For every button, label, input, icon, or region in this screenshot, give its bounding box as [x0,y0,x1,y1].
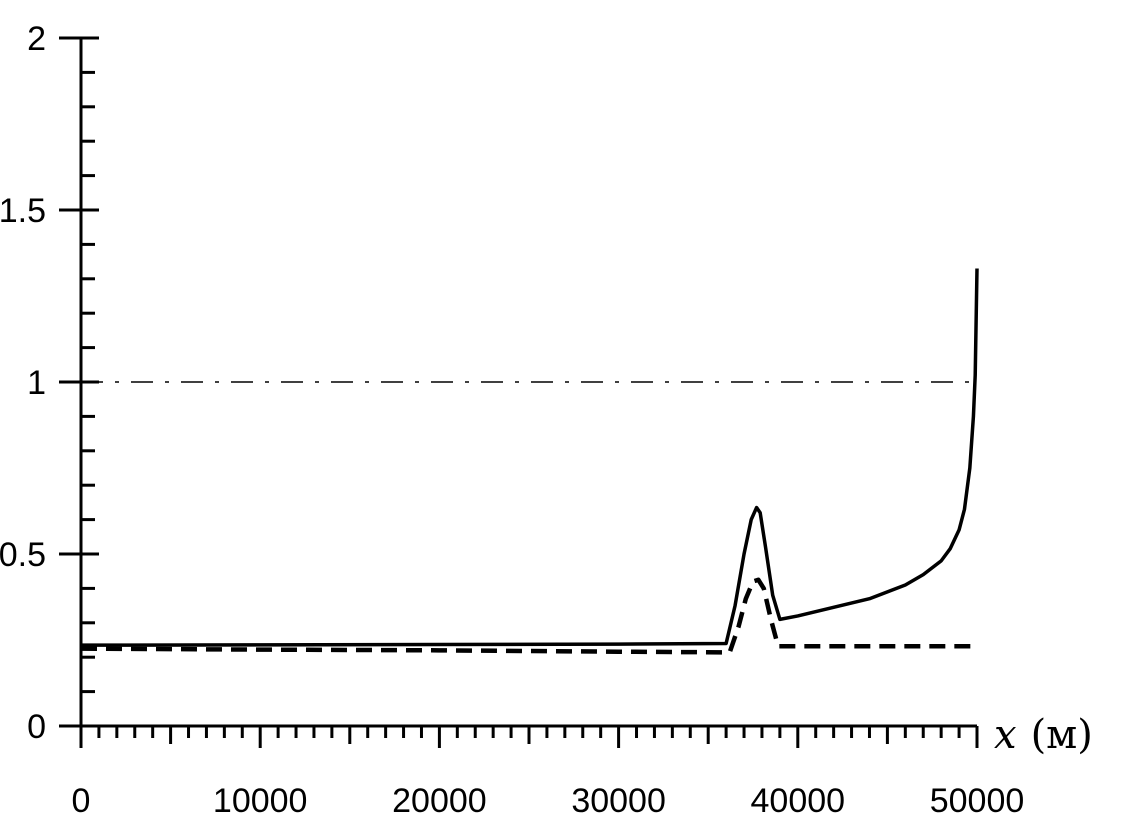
x-tick-label: 30000 [571,782,666,820]
y-tick-label: 2 [27,20,46,58]
y-tick-label: 1 [27,364,46,402]
series-line-dashed [80,577,977,655]
y-tick-label: 0.5 [0,536,46,574]
x-tick-label: 10000 [213,782,308,820]
x-tick-label: 50000 [930,782,1025,820]
series-layer [80,268,979,655]
y-tick-label: 0 [27,708,46,746]
x-tick-label: 0 [72,782,91,820]
x-tick-label: 20000 [392,782,487,820]
x-axis-label: x (м) [994,712,1093,758]
y-tick-label: 1.5 [0,192,46,230]
x-axis-label-unit: (м) [1031,712,1093,758]
x-tick-label: 40000 [751,782,846,820]
x-axis-label-variable: x [994,712,1017,758]
labels-layer: 0 10000 20000 30000 40000 50000 0 0.5 1 1.5 2 [0,20,1024,820]
series-line-solid [80,268,979,647]
ticks-layer [59,36,979,748]
